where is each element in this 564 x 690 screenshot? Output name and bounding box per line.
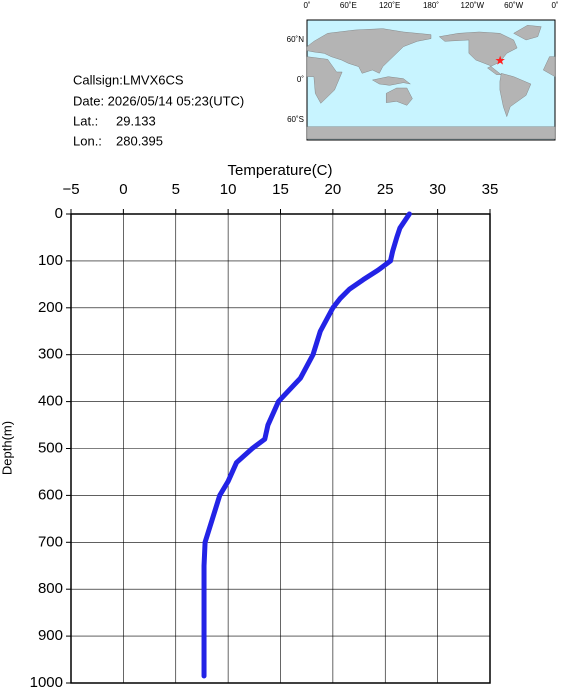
- map-lon-label: 180˚: [423, 1, 439, 10]
- map-lat-label: 0˚: [297, 75, 304, 84]
- map-lat-label: 60˚N: [287, 35, 305, 44]
- map-lon-label: 0˚: [551, 1, 558, 10]
- land: [306, 28, 432, 74]
- lon-value: 280.395: [116, 133, 163, 148]
- x-tick-label: −5: [62, 181, 79, 198]
- map-lon-label: 60˚E: [340, 1, 357, 10]
- x-tick-label: 5: [172, 181, 180, 198]
- map-lon-label: 0˚: [303, 1, 310, 10]
- lat-label: Lat.:: [73, 113, 98, 128]
- y-tick-label: 800: [38, 580, 63, 597]
- land: [371, 76, 411, 86]
- x-axis-label: Temperature(C): [227, 162, 332, 179]
- plot-frame: [70, 213, 491, 684]
- profile-line: [201, 211, 412, 679]
- y-tick-label: 400: [38, 393, 63, 410]
- map-lon-label: 60˚W: [504, 1, 524, 10]
- lat-value: 29.133: [116, 113, 156, 128]
- x-tick-label: 0: [119, 181, 127, 198]
- y-tick-label: 200: [38, 299, 63, 316]
- y-tick-label: 300: [38, 346, 63, 363]
- date: Date: 2026/05/14 05:23(UTC): [73, 93, 244, 108]
- callsign: Callsign:LMVX6CS: [73, 72, 184, 87]
- y-tick-label: 1000: [30, 674, 63, 690]
- y-tick-label: 0: [55, 205, 63, 222]
- y-tick-label: 100: [38, 252, 63, 269]
- station-marker: [495, 55, 505, 65]
- x-tick-label: 20: [325, 181, 342, 198]
- y-axis-label: Depth(m): [0, 421, 14, 475]
- land: [438, 31, 518, 75]
- land: [513, 25, 542, 41]
- y-tick-label: 900: [38, 627, 63, 644]
- land: [306, 126, 556, 140]
- land: [543, 56, 556, 78]
- map-lat-label: 60˚S: [287, 115, 304, 124]
- map-lon-label: 120˚W: [461, 1, 485, 10]
- y-tick-label: 700: [38, 533, 63, 550]
- y-tick-label: 500: [38, 439, 63, 456]
- map-lon-label: 120˚E: [379, 1, 400, 10]
- land: [499, 73, 532, 118]
- land: [386, 87, 413, 106]
- x-tick-label: 15: [272, 181, 289, 198]
- y-tick-label: 600: [38, 486, 63, 503]
- x-tick-label: 10: [220, 181, 237, 198]
- x-tick-label: 35: [482, 181, 499, 198]
- land: [306, 56, 343, 104]
- x-tick-label: 25: [377, 181, 394, 198]
- x-tick-label: 30: [429, 181, 446, 198]
- lon-label: Lon.:: [73, 133, 102, 148]
